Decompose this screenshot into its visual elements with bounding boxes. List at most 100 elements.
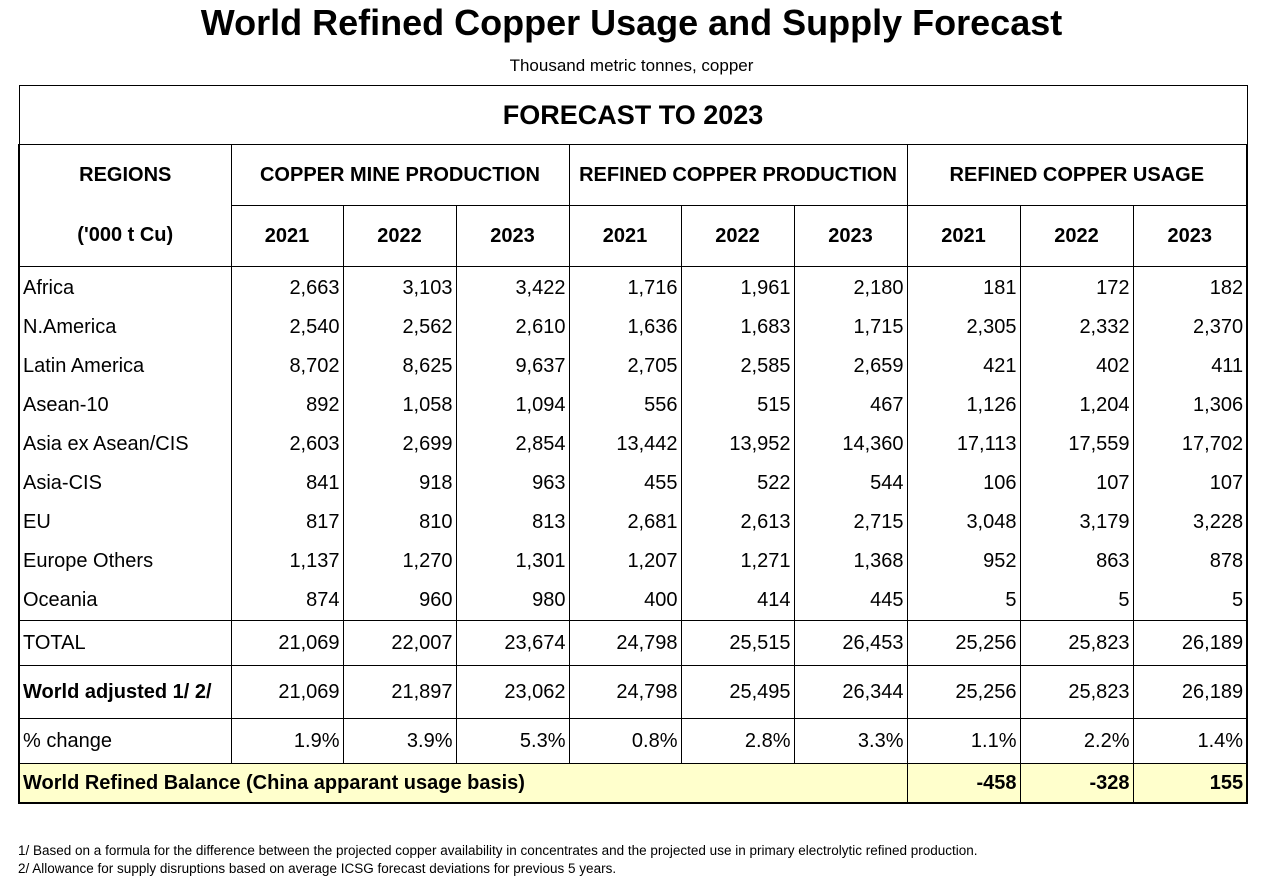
table-cell: 817	[230, 503, 344, 542]
table-cell: 960	[342, 581, 457, 621]
table-cell: 411	[1132, 347, 1249, 386]
table-cell: 1,137	[230, 542, 344, 581]
table-cell: 3,103	[342, 266, 457, 308]
table-cell: 522	[680, 464, 795, 503]
table-cell: 980	[455, 581, 570, 621]
table-cell: 26,189	[1132, 665, 1249, 719]
table-cell: 863	[1019, 542, 1134, 581]
year-header: 2021	[568, 205, 682, 267]
table-cell: 2,699	[342, 425, 457, 464]
table-cell: 1,301	[455, 542, 570, 581]
table-cell: 3.9%	[342, 718, 457, 764]
table-cell: 107	[1132, 464, 1249, 503]
table-cell: 17,702	[1132, 425, 1249, 464]
table-cell: 2,332	[1019, 308, 1134, 347]
table-cell: 1,094	[455, 386, 570, 425]
table-cell: 13,442	[568, 425, 682, 464]
units-header: ('000 t Cu)	[18, 205, 232, 267]
table-cell: 17,559	[1019, 425, 1134, 464]
table-cell: 181	[906, 266, 1021, 308]
table-cell: 878	[1132, 542, 1249, 581]
year-header: 2023	[455, 205, 570, 267]
row-label: Africa	[18, 266, 232, 308]
row-label: Asia-CIS	[18, 464, 232, 503]
table-cell: 1,636	[568, 308, 682, 347]
table-cell: 2,585	[680, 347, 795, 386]
table-row: EU 817 810 813 2,681 2,613 2,715 3,048 3,179 3,22…	[18, 503, 1249, 542]
table-cell: 26,453	[793, 620, 908, 666]
table-cell: 8,625	[342, 347, 457, 386]
table-cell: 5	[1132, 581, 1249, 621]
table-cell: 892	[230, 386, 344, 425]
table-cell: 813	[455, 503, 570, 542]
table-cell: 1,306	[1132, 386, 1249, 425]
table-cell: 2,705	[568, 347, 682, 386]
table-cell: 5.3%	[455, 718, 570, 764]
table-row: N.America 2,540 2,562 2,610 1,636 1,683 1,715 2…	[18, 308, 1249, 347]
footnote: 2/ Allowance for supply disruptions base…	[18, 861, 617, 876]
balance-row: World Refined Balance (China apparant us…	[18, 763, 1249, 804]
table-cell: 2,370	[1132, 308, 1249, 347]
year-header: 2022	[1019, 205, 1134, 267]
year-header: 2022	[680, 205, 795, 267]
table-row: Asia ex Asean/CIS 2,603 2,699 2,854 13,442 13…	[18, 425, 1249, 464]
table-row: Asia-CIS 841 918 963 455 522 544 106 107 107	[18, 464, 1249, 503]
table-cell: 0.8%	[568, 718, 682, 764]
banner-title: FORECAST TO 2023	[18, 85, 1248, 145]
year-header: 2021	[906, 205, 1021, 267]
table-row: Asean-10 892 1,058 1,094 556 515 467 1,126 1,204…	[18, 386, 1249, 425]
table-cell: 1,126	[906, 386, 1021, 425]
pct-change-row: % change 1.9% 3.9% 5.3% 0.8% 2.8% 3.3% 1.1% 2.2%…	[18, 718, 1249, 764]
table-cell: 107	[1019, 464, 1134, 503]
table-cell: 3,179	[1019, 503, 1134, 542]
table-cell: 1,207	[568, 542, 682, 581]
table-cell: 1,683	[680, 308, 795, 347]
table-cell: 25,256	[906, 620, 1021, 666]
table-cell: 3,422	[455, 266, 570, 308]
table-cell: 17,113	[906, 425, 1021, 464]
table-cell: 1,368	[793, 542, 908, 581]
group-header-refined-production: REFINED COPPER PRODUCTION	[568, 144, 908, 206]
table-cell: 2,854	[455, 425, 570, 464]
table-row: Oceania 874 960 980 400 414 445 5 5 5	[18, 581, 1249, 621]
table-cell: 467	[793, 386, 908, 425]
page-subtitle: Thousand metric tonnes, copper	[509, 56, 754, 75]
table-cell: 2,613	[680, 503, 795, 542]
table-cell: 2,180	[793, 266, 908, 308]
table-cell: 1.4%	[1132, 718, 1249, 764]
table-cell: 1,204	[1019, 386, 1134, 425]
table-cell: 1,715	[793, 308, 908, 347]
table-cell: 1,058	[342, 386, 457, 425]
table-cell: 8,702	[230, 347, 344, 386]
world-adjusted-row: World adjusted 1/ 2/21,069 21,897 23,062 24…	[18, 665, 1249, 719]
table-cell: 172	[1019, 266, 1134, 308]
table-cell: 25,823	[1019, 665, 1134, 719]
table-cell: 25,515	[680, 620, 795, 666]
table-cell: -458	[906, 763, 1021, 804]
table-cell: 26,344	[793, 665, 908, 719]
row-label: TOTAL	[18, 620, 232, 666]
page-title: World Refined Copper Usage and Supply Fo…	[200, 2, 1063, 43]
forecast-table: FORECAST TO 2023 REGIONS COPPER MINE PRO…	[18, 85, 1249, 804]
table-cell: 2,663	[230, 266, 344, 308]
banner-row: FORECAST TO 2023	[18, 85, 1248, 145]
total-row: TOTAL 21,069 22,007 23,674 24,798 25,515 26,45…	[18, 620, 1249, 666]
group-header-mine: COPPER MINE PRODUCTION	[230, 144, 570, 206]
table-cell: 400	[568, 581, 682, 621]
regions-header: REGIONS	[18, 144, 232, 206]
table-cell: 421	[906, 347, 1021, 386]
table-cell: 23,674	[455, 620, 570, 666]
table-cell: 22,007	[342, 620, 457, 666]
table-cell: 1,716	[568, 266, 682, 308]
row-label: Asean-10	[18, 386, 232, 425]
table-cell: 21,069	[230, 620, 344, 666]
table-cell: 544	[793, 464, 908, 503]
table-cell: 963	[455, 464, 570, 503]
table-cell: 556	[568, 386, 682, 425]
year-header: 2023	[793, 205, 908, 267]
table-cell: 14,360	[793, 425, 908, 464]
row-label: Latin America	[18, 347, 232, 386]
table-cell: 455	[568, 464, 682, 503]
table-cell: 402	[1019, 347, 1134, 386]
year-header: 2022	[342, 205, 457, 267]
